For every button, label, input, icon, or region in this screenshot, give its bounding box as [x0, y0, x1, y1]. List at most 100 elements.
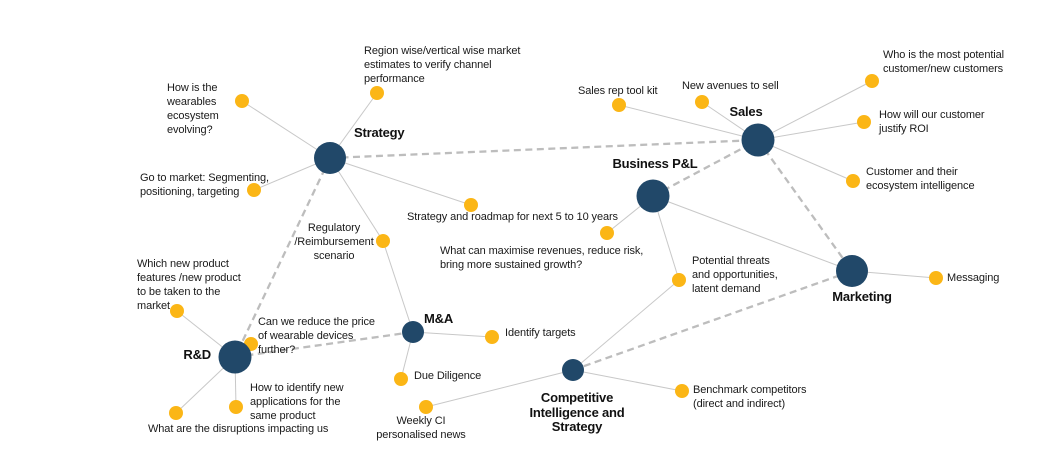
label-line: Can we reduce the price: [258, 316, 375, 328]
hub-label-strategy: Strategy: [354, 125, 405, 141]
label-line: performance: [364, 73, 425, 85]
label-line: wearables: [167, 96, 217, 108]
label-line: Competitive: [540, 390, 614, 405]
satellite-label-s-maximise: What can maximise revenues, reduce risk,…: [440, 244, 643, 272]
hub-node-strategy: [314, 142, 346, 174]
satellite-node-s-potentialcustomer: [865, 74, 879, 88]
satellite-label-s-salesrep: Sales rep tool kit: [578, 84, 658, 98]
label-line: bring more sustained growth?: [440, 259, 583, 271]
edge-s-threats-ci: [572, 279, 680, 371]
edge-strategy-sales: [329, 138, 759, 160]
edge-bpl-sales: [652, 138, 759, 198]
label-line: same product: [250, 410, 316, 422]
label-line: to be taken to the: [137, 286, 221, 298]
satellite-node-s-identifytargets: [485, 330, 499, 344]
satellite-label-s-regulatory: Regulatory/Reimbursement scenario: [294, 221, 373, 263]
edge-strategy-rd: [233, 157, 332, 358]
label-line: Strategy: [354, 125, 405, 140]
label-line: (direct and indirect): [693, 398, 786, 410]
satellite-label-s-justifyroi: How will our customer justify ROI: [879, 108, 985, 136]
label-line: applications for the: [250, 396, 341, 408]
label-line: How to identify new: [250, 382, 344, 394]
edge-s-salesrep-sales: [618, 104, 759, 141]
hub-node-sales: [741, 123, 775, 157]
label-line: Intelligence and: [529, 404, 625, 420]
satellite-node-s-justifyroi: [857, 115, 871, 129]
label-line: Potential threats: [692, 255, 770, 267]
satellite-label-s-duediligence: Due Diligence: [414, 369, 481, 383]
label-line: Identify targets: [505, 327, 576, 339]
satellite-label-s-identifytargets: Identify targets: [505, 326, 576, 340]
satellite-label-s-reduceprice: Can we reduce the price of wearable devic…: [258, 315, 375, 357]
satellite-node-s-threats: [672, 273, 686, 287]
label-line: Messaging: [947, 272, 1000, 284]
hub-node-ci: [562, 359, 584, 381]
satellite-node-s-disruptions: [169, 406, 183, 420]
label-line: estimates to verify channel: [364, 59, 492, 71]
satellite-label-s-disruptions: What are the disruptions impacting us: [148, 422, 328, 436]
hub-label-ma: M&A: [424, 311, 453, 327]
label-line: Marketing: [832, 289, 892, 304]
label-line: Sales: [729, 104, 763, 119]
label-line: New avenues to sell: [682, 80, 779, 92]
label-line: market: [137, 300, 171, 312]
satellite-label-s-customerecosystem: Customer and their ecosystem intelligence: [866, 165, 975, 193]
label-line: How is the: [167, 82, 218, 94]
label-line: What can maximise revenues, reduce risk,: [440, 245, 644, 257]
satellite-label-s-wearables: How is the wearables ecosystem evolving?: [167, 81, 219, 137]
label-line: Which new product: [137, 258, 229, 270]
label-line: Business P&L: [612, 156, 698, 171]
satellite-node-s-newproduct: [170, 304, 184, 318]
hub-label-ci: Competitive Intelligence and Strategy: [529, 390, 625, 435]
hub-label-sales: Sales: [729, 104, 763, 120]
satellite-node-s-newavenues: [695, 95, 709, 109]
label-line: and opportunities,: [692, 269, 778, 281]
hub-node-rd: [218, 340, 252, 374]
satellite-label-s-newapplications: How to identify new applications for the s…: [250, 381, 344, 423]
edge-bpl-marketing: [652, 195, 853, 272]
satellite-node-s-duediligence: [394, 372, 408, 386]
label-line: Weekly CI: [396, 415, 446, 427]
satellite-label-s-potentialcustomer: Who is the most potential customer/new cu…: [883, 48, 1004, 76]
satellite-label-s-roadmap: Strategy and roadmap for next 5 to 10 ye…: [407, 210, 618, 224]
label-line: Region wise/vertical wise market: [364, 45, 521, 57]
label-line: Strategy: [551, 419, 603, 434]
label-line: latent demand: [692, 283, 761, 295]
hub-label-bpl: Business P&L: [612, 156, 698, 172]
edge-s-weeklyci-ci: [425, 369, 574, 408]
label-line: Benchmark competitors: [693, 384, 807, 396]
hub-node-ma: [402, 321, 424, 343]
label-line: R&D: [183, 347, 211, 362]
edge-s-regulatory-strategy: [329, 157, 384, 242]
label-line: /Reimbursement: [294, 236, 374, 248]
satellite-node-s-newapplications: [229, 400, 243, 414]
label-line: of wearable devices: [258, 330, 354, 342]
label-line: Customer and their: [866, 166, 958, 178]
label-line: customer/new customers: [883, 63, 1004, 75]
label-line: How will our customer: [879, 109, 985, 121]
label-line: ecosystem: [167, 110, 219, 122]
edge-s-wearables-strategy: [241, 100, 331, 159]
label-line: further?: [258, 344, 296, 356]
satellite-label-s-threats: Potential threats and opportunities, laten…: [692, 254, 778, 296]
label-line: Regulatory: [307, 222, 361, 234]
satellite-label-s-benchmark: Benchmark competitors (direct and indirec…: [693, 383, 807, 411]
edge-s-customerecosystem-sales: [757, 139, 854, 182]
satellite-node-s-weeklyci: [419, 400, 433, 414]
label-line: Go to market: Segmenting,: [140, 172, 269, 184]
hub-node-bpl: [636, 179, 670, 213]
label-line: What are the disruptions impacting us: [148, 423, 329, 435]
edge-s-regulatory-ma: [382, 240, 414, 333]
satellite-node-s-gotomarket: [247, 183, 261, 197]
satellite-label-s-regionwise: Region wise/vertical wise market estimate…: [364, 44, 520, 86]
satellite-node-s-salesrep: [612, 98, 626, 112]
label-line: Strategy and roadmap for next 5 to 10 ye…: [407, 211, 618, 223]
satellite-node-s-messaging: [929, 271, 943, 285]
edge-s-identifytargets-ma: [412, 331, 493, 338]
edge-s-benchmark-ci: [572, 369, 683, 392]
satellite-label-s-newproduct: Which new product features /new product to…: [137, 257, 241, 313]
edge-s-potentialcustomer-sales: [757, 80, 873, 141]
satellite-label-s-messaging: Messaging: [947, 271, 999, 285]
